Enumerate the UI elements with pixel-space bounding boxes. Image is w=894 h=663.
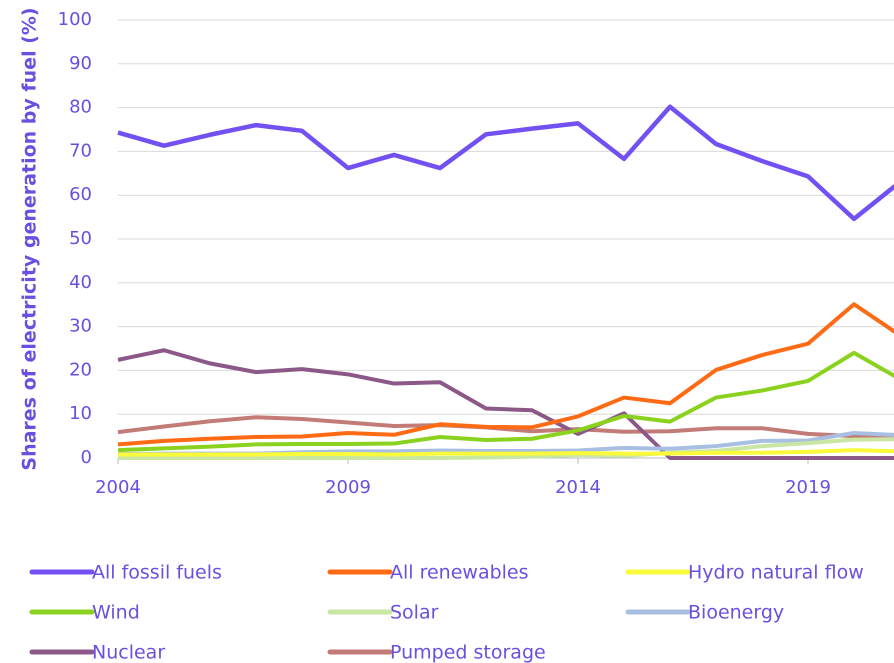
legend-label: Nuclear: [92, 642, 165, 663]
y-tick-label: 90: [69, 53, 92, 74]
series-line: [117, 348, 894, 460]
series-line: [117, 350, 894, 453]
y-tick-label: 30: [69, 316, 92, 337]
y-tick-label: 80: [69, 97, 92, 118]
series-line: [117, 415, 894, 439]
x-tick-label: 2019: [785, 477, 831, 498]
series-line: [118, 448, 894, 457]
series-line: [117, 104, 894, 222]
y-tick-label: 10: [69, 403, 92, 424]
y-tick-label: 20: [69, 359, 92, 380]
y-tick-label: 50: [69, 228, 92, 249]
y-tick-label: 60: [69, 184, 92, 205]
y-axis-label: Shares of electricity generation by fuel…: [19, 7, 41, 470]
legend-label: Pumped storage: [390, 642, 546, 663]
legend-label: Solar: [390, 602, 439, 624]
legend-label: Bioenergy: [688, 602, 784, 624]
y-tick-label: 100: [58, 9, 92, 30]
y-tick-label: 40: [69, 272, 92, 293]
legend-label: All fossil fuels: [92, 562, 222, 584]
series-line: [117, 302, 894, 447]
y-tick-label: 0: [81, 447, 92, 468]
y-tick-label: 70: [69, 140, 92, 161]
legend-label: Wind: [92, 602, 140, 624]
x-tick-label: 2014: [555, 477, 601, 498]
series-line: [118, 437, 894, 460]
x-tick-label: 2004: [95, 477, 141, 498]
x-tick-label: 2009: [325, 477, 371, 498]
legend-label: All renewables: [390, 562, 529, 584]
legend-label: Hydro natural flow: [688, 562, 864, 584]
